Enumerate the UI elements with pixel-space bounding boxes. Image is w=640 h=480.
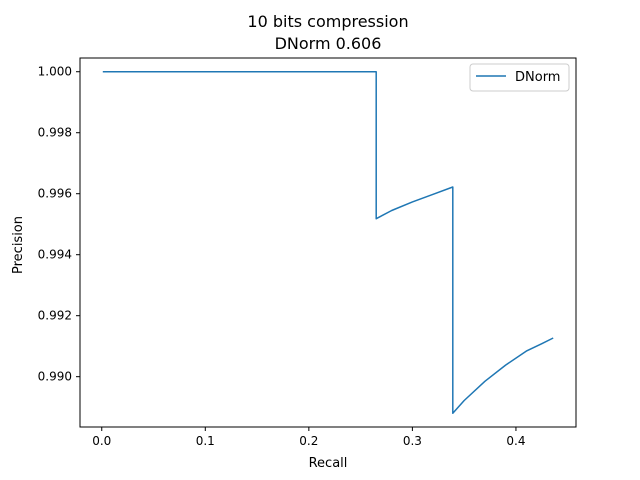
axes-frame bbox=[79, 57, 577, 428]
y-axis-label: Precision bbox=[11, 216, 26, 274]
legend: DNorm bbox=[469, 63, 570, 92]
y-tick-label: 0.998 bbox=[38, 126, 72, 140]
y-tick-label: 0.996 bbox=[38, 187, 72, 201]
y-tick-label: 0.994 bbox=[38, 248, 72, 262]
x-tick-label: 0.0 bbox=[92, 434, 111, 448]
y-tick-label: 0.990 bbox=[38, 370, 72, 384]
x-axis-label: Recall bbox=[309, 456, 348, 471]
x-tick-label: 0.3 bbox=[403, 434, 422, 448]
y-tick-label: 1.000 bbox=[38, 65, 72, 79]
chart-title-line1: 10 bits compression bbox=[247, 12, 408, 31]
y-axis-ticks: 0.990 0.992 0.994 0.996 0.998 1.000 bbox=[38, 65, 80, 384]
legend-box bbox=[469, 63, 570, 92]
chart-title-line2: DNorm 0.606 bbox=[275, 34, 382, 53]
x-tick-label: 0.4 bbox=[506, 434, 525, 448]
x-tick-label: 0.2 bbox=[299, 434, 318, 448]
x-axis-ticks: 0.0 0.1 0.2 0.3 0.4 bbox=[92, 427, 525, 448]
plot-area bbox=[102, 70, 554, 415]
legend-label: DNorm bbox=[515, 70, 560, 85]
y-tick-label: 0.992 bbox=[38, 309, 72, 323]
x-tick-label: 0.1 bbox=[196, 434, 215, 448]
series-line-dnorm bbox=[102, 70, 554, 415]
